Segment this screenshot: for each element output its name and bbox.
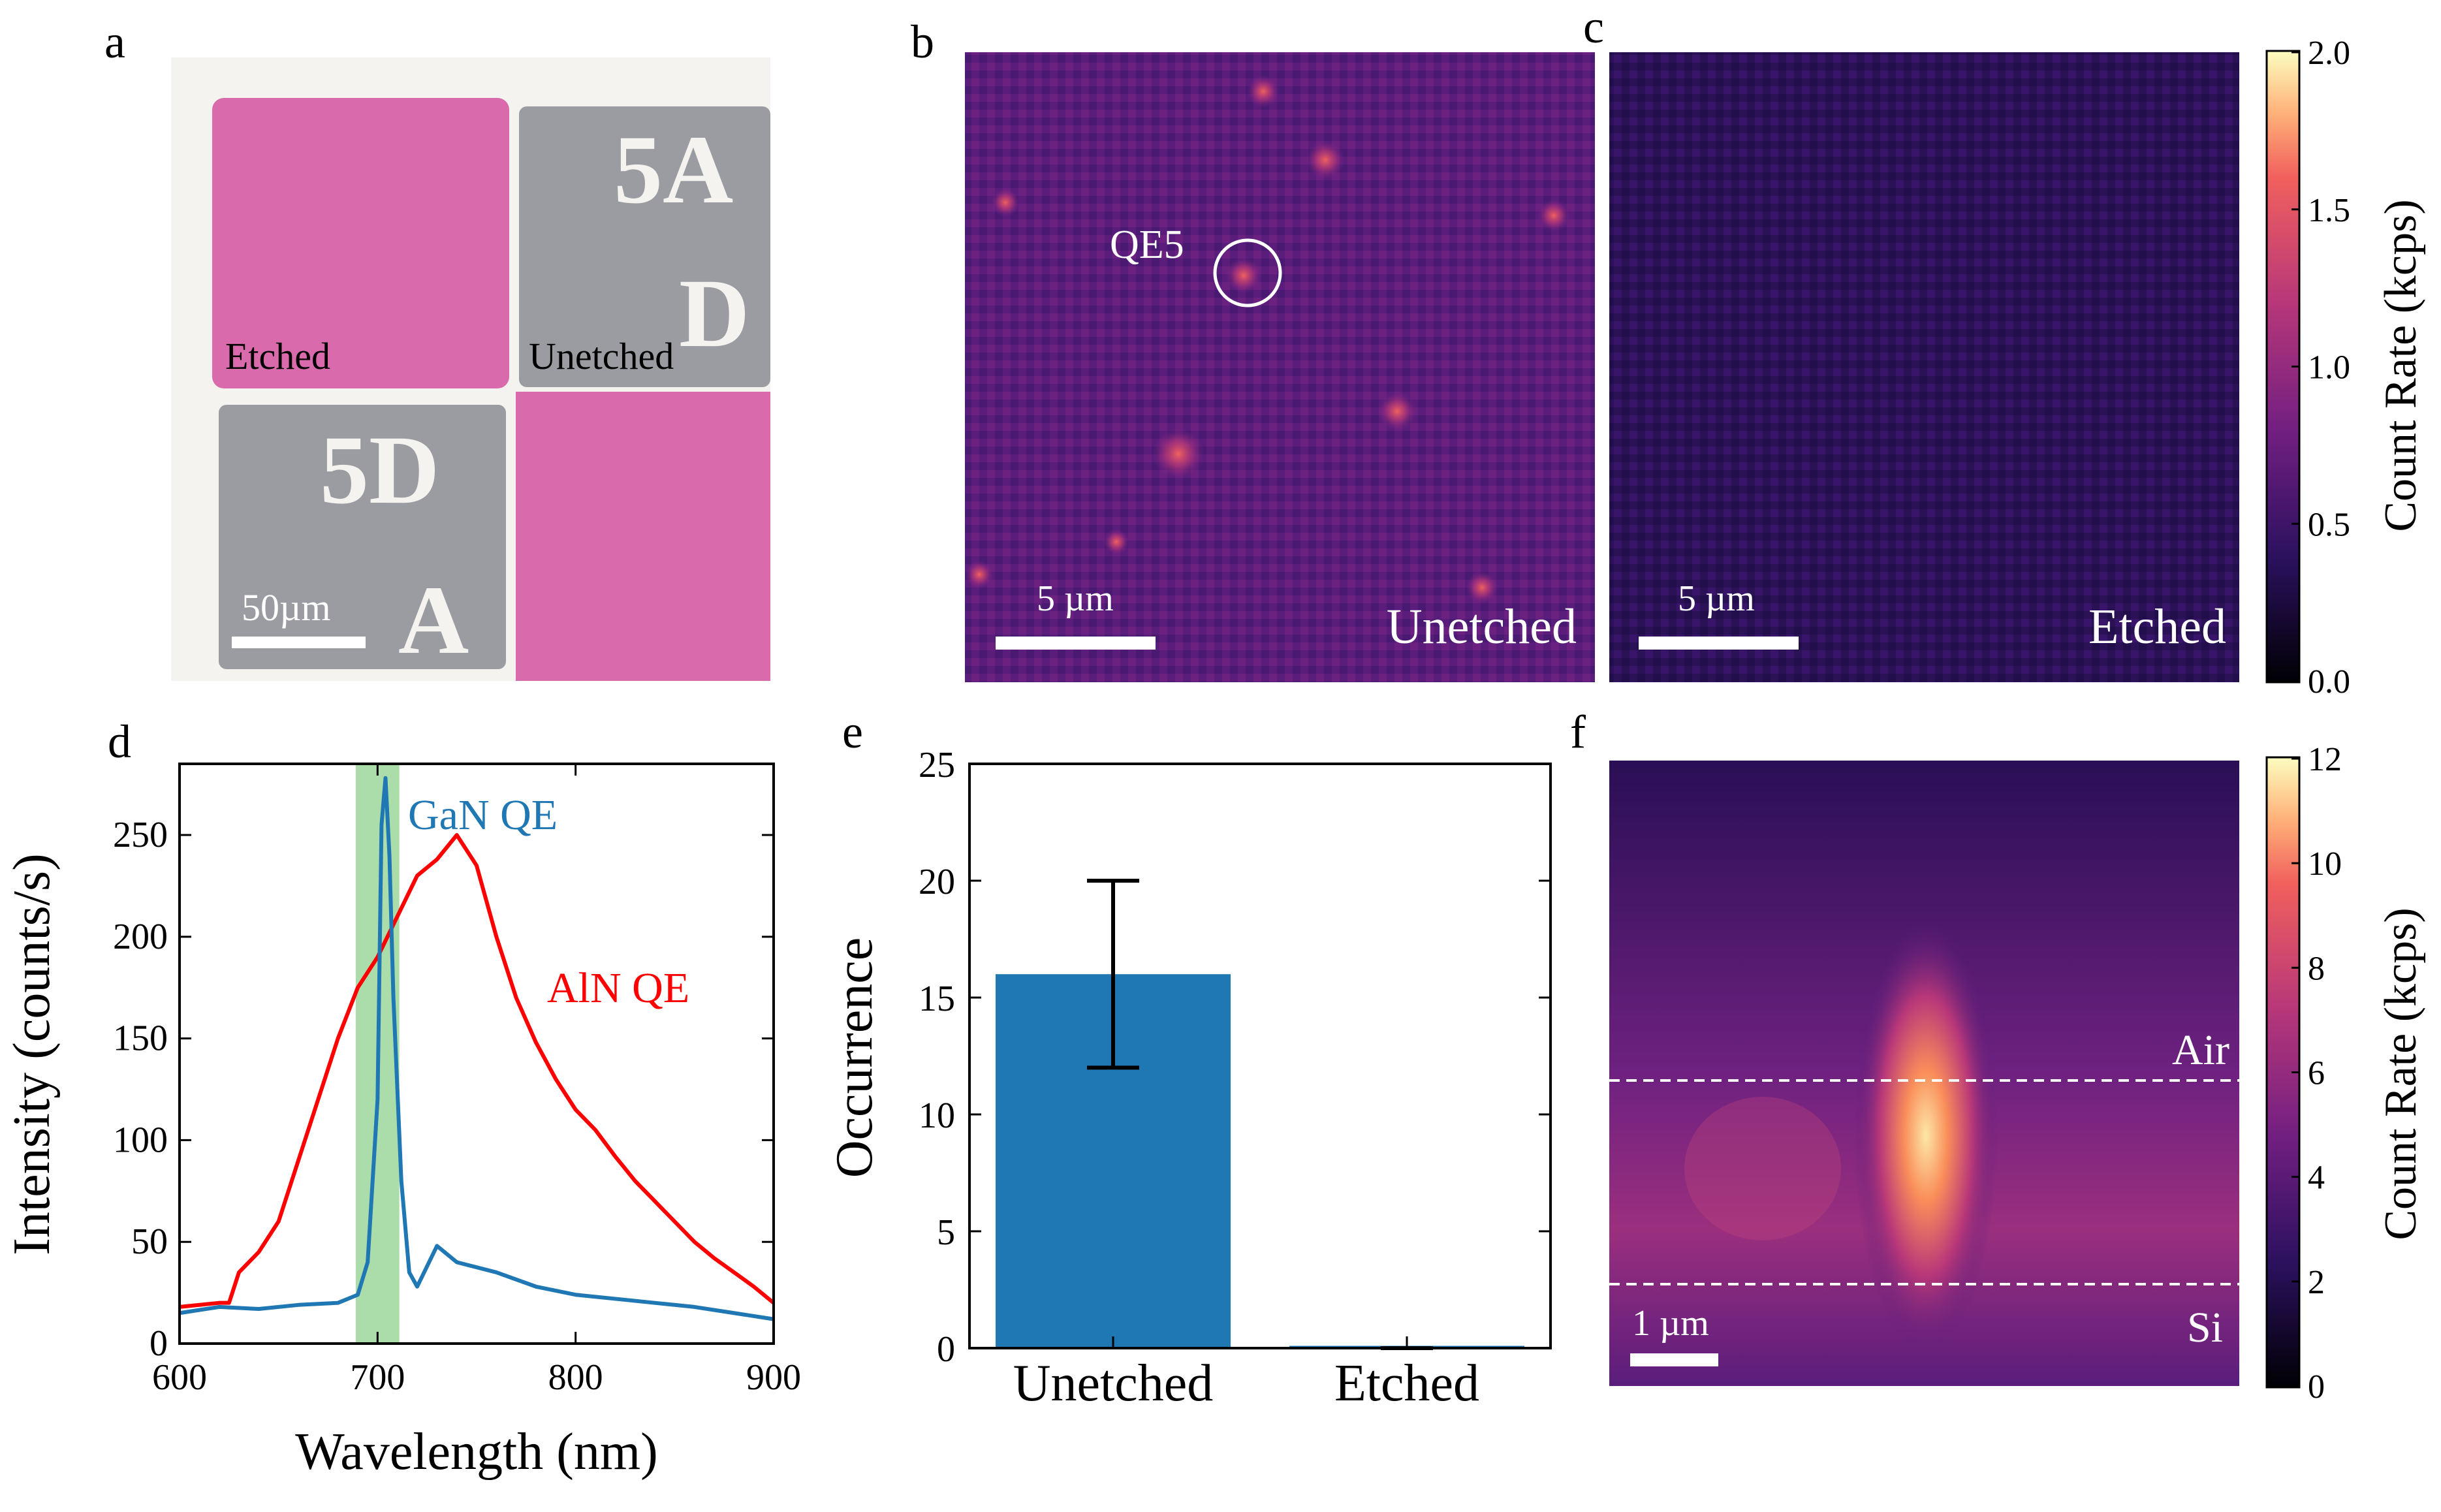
y-tick-label-e: 15 — [919, 979, 955, 1019]
y-tick-label-d: 50 — [131, 1221, 168, 1262]
scale-bar-label-a: 50µm — [242, 586, 331, 629]
scale-bar-c — [1639, 637, 1799, 650]
colorbar-tick-label: 2.0 — [2308, 35, 2350, 72]
panel-label-a: a — [104, 16, 125, 68]
panel-b: b QE5 5 µm Unetched — [911, 16, 1595, 682]
qe5-label: QE5 — [1110, 223, 1184, 267]
marking-5A: 5A — [614, 116, 733, 224]
marking-A-bottom: A — [398, 566, 469, 674]
colorbar-tick-label: 8 — [2308, 950, 2325, 987]
marking-D-top: D — [679, 259, 749, 368]
x-tick-label-d: 900 — [746, 1357, 801, 1398]
colorbar-tick-label: 2 — [2308, 1264, 2325, 1301]
y-tick-label-e: 10 — [919, 1095, 955, 1136]
etched-region-top — [212, 98, 509, 388]
si-label: Si — [2187, 1304, 2223, 1351]
plot-frame-d — [178, 763, 775, 1345]
glow-left — [1684, 1097, 1841, 1240]
etched-label: Etched — [225, 335, 330, 377]
colorbar-bottom: 0 2 4 6 8 10 12 Count Rate (kcps) — [2265, 741, 2426, 1406]
y-tick-label-e: 25 — [919, 745, 955, 785]
emitter-spots — [965, 75, 1570, 604]
colorbar-tick-label: 12 — [2308, 741, 2342, 778]
y-tick-label-d: 250 — [113, 815, 168, 855]
etched-map-label: Etched — [2088, 599, 2226, 654]
panel-label-f: f — [1570, 706, 1586, 758]
unetched-region-top — [519, 106, 770, 387]
emitter-hotspot — [1854, 921, 1998, 1351]
bars-e — [996, 879, 1524, 1350]
x-tick-label-d: 700 — [350, 1357, 405, 1398]
y-tick-label-d: 100 — [113, 1120, 168, 1160]
scale-bar-a — [232, 637, 366, 648]
x-tick-label-d: 600 — [152, 1357, 207, 1398]
y-tick-label-d: 200 — [113, 917, 168, 957]
panel-label-d: d — [108, 716, 131, 768]
air-label: Air — [2172, 1026, 2229, 1074]
y-tick-label-e: 0 — [937, 1329, 955, 1370]
colorbar-bottom-ticks: 0 2 4 6 8 10 12 — [2291, 741, 2342, 1406]
plot-frame-e — [968, 763, 1552, 1349]
panel-a: a 5A D 5D A Etched Unetched 50µm — [104, 16, 770, 681]
colorbar-tick-label: 1.0 — [2308, 349, 2350, 386]
scale-bar-label-b: 5 µm — [1037, 578, 1114, 619]
category-label-etched: Etched — [1334, 1355, 1479, 1412]
legend-aln-qe: AlN QE — [547, 964, 689, 1012]
legend-gan-qe: GaN QE — [408, 791, 558, 839]
scale-bar-label-c: 5 µm — [1678, 578, 1755, 619]
unetched-map-label: Unetched — [1387, 599, 1577, 654]
ylabel-d: Intensity (counts/s) — [3, 853, 61, 1255]
category-label-unetched: Unetched — [1013, 1355, 1214, 1412]
panel-c: c 5 µm Etched — [1583, 1, 2239, 682]
panel-label-c: c — [1583, 1, 1604, 53]
colorbar-tick-label: 0 — [2308, 1368, 2325, 1406]
panel-label-e: e — [842, 706, 863, 758]
colorbar-tick-label: 0.0 — [2308, 663, 2350, 701]
colorbar-tick-label: 0.5 — [2308, 506, 2350, 543]
x-tick-label-d: 800 — [548, 1357, 603, 1398]
y-tick-label-d: 0 — [150, 1323, 168, 1364]
series-gan-qe — [179, 776, 774, 1321]
unetched-region-bottom — [219, 405, 506, 669]
colorbar-bottom-label: Count Rate (kcps) — [2376, 907, 2426, 1240]
colorbar-tick-label: 10 — [2308, 845, 2342, 883]
colorbar-top: 0.0 0.5 1.0 1.5 2.0 Count Rate (kcps) — [2265, 35, 2426, 701]
axis-ticks-e: 0 5 10 15 20 25 Unetched Etched — [919, 745, 1551, 1412]
etched-region-bottom — [516, 392, 770, 681]
series-aln-qe — [179, 833, 775, 1309]
pl-map-etched — [1609, 52, 2239, 682]
y-tick-label-e: 20 — [919, 862, 955, 902]
qe5-marker — [1213, 238, 1282, 307]
panel-f: f Air Si 1 µm — [1570, 706, 2239, 1386]
scale-bar-label-f: 1 µm — [1632, 1303, 1709, 1344]
marking-5D: 5D — [320, 416, 439, 524]
colorbar-top-ticks: 0.0 0.5 1.0 1.5 2.0 — [2291, 35, 2350, 701]
panel-label-b: b — [911, 16, 934, 68]
axis-ticks-d: 600 700 800 900 0 50 100 150 200 250 — [113, 764, 801, 1398]
colorbar-tick-label: 1.5 — [2308, 192, 2350, 229]
scale-bar-f — [1630, 1353, 1718, 1366]
ylabel-e: Occurrence — [826, 937, 883, 1178]
unetched-label: Unetched — [529, 335, 674, 377]
y-tick-label-e: 5 — [937, 1212, 955, 1253]
panel-e: e 0 5 10 15 20 25 Unetched Etched Occurrence — [826, 706, 1552, 1412]
xlabel-d: Wavelength (nm) — [295, 1423, 658, 1481]
panel-d: d 600 700 800 900 0 50 100 150 200 250 GaN QE AlN… — [3, 716, 801, 1481]
colorbar-tick-label: 4 — [2308, 1159, 2325, 1197]
scale-bar-b — [996, 637, 1156, 650]
y-tick-label-d: 150 — [113, 1018, 168, 1059]
colorbar-top-label: Count Rate (kcps) — [2376, 199, 2426, 531]
colorbar-tick-label: 6 — [2308, 1055, 2325, 1092]
